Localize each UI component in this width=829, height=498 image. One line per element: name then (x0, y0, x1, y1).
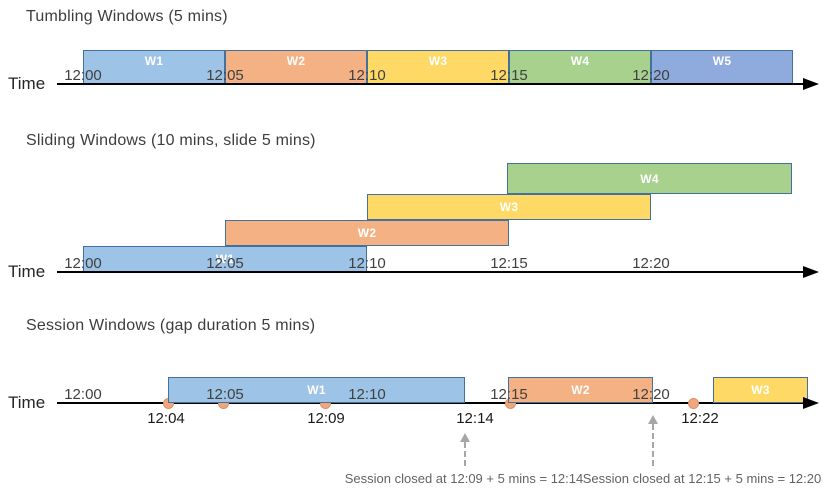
time-axis-line (57, 271, 803, 273)
window-bar-w1: W1 (83, 50, 225, 84)
annotation-arrow-line (464, 442, 466, 466)
axis-tick-label: 12:20 (632, 255, 670, 272)
window-label: W3 (428, 54, 448, 68)
tumbling-time-axis-label: Time (8, 74, 46, 93)
window-label: W3 (751, 383, 770, 397)
event-time-label: 12:14 (456, 410, 494, 427)
session-time-axis-label: Time (8, 393, 46, 412)
time-axis-line (57, 402, 803, 404)
axis-tick-label: 12:20 (632, 67, 670, 84)
window-bar-w1: W1 (83, 246, 367, 272)
session-title: Session Windows (gap duration 5 mins) (26, 317, 316, 334)
time-axis-arrowhead (803, 266, 819, 278)
axis-tick-label: 12:10 (348, 67, 386, 84)
axis-tick-label: 12:20 (632, 386, 670, 403)
window-bar-w3: W3 (367, 194, 651, 220)
axis-tick-label: 12:05 (206, 255, 244, 272)
annotation-arrow-line (652, 424, 654, 466)
window-bar-w3: W3 (713, 377, 808, 403)
window-label: W2 (286, 54, 306, 68)
event-time-label: 12:09 (307, 410, 345, 427)
window-label: W1 (307, 383, 326, 397)
axis-tick-label: 12:05 (206, 67, 244, 84)
window-label: W2 (571, 383, 590, 397)
axis-tick-label: 12:00 (64, 255, 102, 272)
tumbling-title: Tumbling Windows (5 mins) (26, 8, 228, 25)
axis-tick-label: 12:15 (490, 67, 528, 84)
event-time-label: 12:22 (681, 410, 719, 427)
event-dot (687, 397, 699, 409)
axis-tick-label: 12:05 (206, 386, 244, 403)
event-dot (162, 397, 174, 409)
axis-tick-label: 12:00 (64, 67, 102, 84)
event-dot (319, 397, 331, 409)
axis-tick-label: 12:15 (490, 255, 528, 272)
window-label: W4 (570, 54, 590, 68)
axis-tick-label: 12:00 (64, 386, 102, 403)
axis-tick-label: 12:10 (348, 255, 386, 272)
window-label: W5 (712, 54, 732, 68)
sliding-title: Sliding Windows (10 mins, slide 5 mins) (26, 132, 316, 149)
event-dot (217, 397, 229, 409)
window-label: W4 (640, 171, 659, 186)
window-bar-w4: W4 (507, 163, 792, 194)
time-axis-arrowhead (803, 78, 819, 90)
session-closed-annotation: Session closed at 12:15 + 5 mins = 12:20 (582, 471, 822, 486)
time-axis-arrowhead (803, 397, 819, 409)
annotation-arrow-up-icon (460, 433, 470, 442)
time-axis-line (57, 83, 803, 85)
event-dot (504, 397, 516, 409)
session-closed-annotation: Session closed at 12:09 + 5 mins = 12:14 (344, 471, 584, 486)
sliding-time-axis-label: Time (8, 262, 46, 281)
window-bar-w5: W5 (651, 50, 793, 84)
axis-tick-label: 12:10 (348, 386, 386, 403)
window-bar-w2: W2 (225, 220, 509, 246)
window-label: W2 (357, 226, 377, 240)
window-label: W1 (215, 252, 235, 266)
window-bar-w1: W1 (168, 377, 465, 403)
window-bar-w2: W2 (225, 50, 367, 84)
window-label: W3 (499, 200, 519, 214)
window-bar-w3: W3 (367, 50, 509, 84)
window-bar-w4: W4 (509, 50, 651, 84)
event-time-label: 12:04 (147, 410, 185, 427)
window-bar-w2: W2 (508, 377, 653, 403)
axis-tick-label: 12:15 (490, 386, 528, 403)
annotation-arrow-up-icon (648, 415, 658, 424)
window-label: W1 (144, 54, 164, 68)
